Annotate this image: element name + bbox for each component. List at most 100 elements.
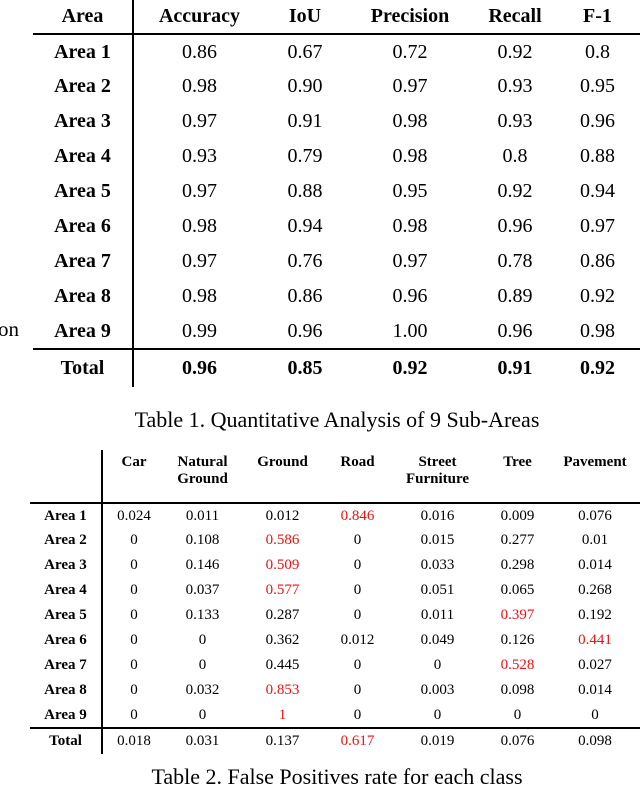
cell-value: 0.853: [265, 682, 300, 698]
cell-value: 0.96: [287, 319, 323, 342]
column-header-recall: Recall: [488, 5, 542, 27]
column-header-accuracy: Accuracy: [158, 5, 241, 27]
cell-value: 0: [130, 632, 138, 648]
table-row: Area 2 0 0.108 0.586 0 0.015 0.277 0.01: [30, 528, 640, 553]
cell-value: 0.88: [580, 145, 615, 167]
cell-value: 0.98: [182, 75, 217, 97]
cell-value: 0.003: [420, 682, 455, 698]
cell-value: 0.015: [420, 532, 455, 548]
cell-value: 0.019: [420, 733, 455, 749]
total-row: Total 0.018 0.031 0.137 0.617 0.019 0.076 0.098: [30, 728, 640, 754]
table-row: Area 5 0.97 0.88 0.95 0.92 0.94: [33, 174, 640, 209]
cell-value: 0.051: [420, 582, 455, 598]
cell-value: 0.528: [500, 657, 535, 673]
table-row: Area 9 0 0 1 0 0 0 0: [30, 703, 640, 728]
row-label: Area 8: [30, 678, 103, 703]
cell-value: 0.86: [287, 285, 323, 307]
table-row: Area 8 0.98 0.86 0.96 0.89 0.92: [33, 279, 640, 314]
row-label: Area 3: [33, 104, 134, 139]
cell-value: 0.97: [392, 250, 428, 272]
cell-value: 0.89: [497, 285, 533, 307]
cell-value: 0: [353, 682, 362, 698]
cell-value: 0.97: [182, 250, 217, 272]
false-positives-table: Car Natural Ground Ground Road Street Fu…: [30, 450, 640, 754]
table2-caption: Table 2. False Positives rate for each c…: [151, 764, 523, 789]
cell-value: 0.97: [580, 215, 615, 237]
column-header-natural-ground: Natural Ground: [177, 454, 228, 487]
table1-caption: Table 1. Quantitative Analysis of 9 Sub-…: [134, 407, 540, 432]
row-label: Area 5: [30, 603, 103, 628]
cell-value: 0.287: [265, 607, 300, 623]
cell-value: 0.012: [340, 632, 375, 648]
cell-value: 0.01: [581, 532, 609, 548]
cell-value: 0.96: [497, 215, 533, 237]
column-header-road: Road: [340, 454, 375, 470]
cell-value: 0.133: [185, 607, 220, 623]
cell-value: 0: [353, 706, 362, 723]
cell-value: 0.126: [500, 632, 535, 648]
cell-value: 0.93: [182, 145, 217, 167]
row-label: Area 8: [33, 279, 134, 314]
cell-value: 0.016: [420, 507, 455, 524]
cell-value: 0.014: [578, 682, 612, 698]
cell-value: 0: [130, 657, 138, 673]
row-label: Area 4: [33, 139, 134, 174]
column-header-iou: IoU: [288, 5, 322, 27]
table-row: Area 4 0 0.037 0.577 0 0.051 0.065 0.268: [30, 578, 640, 603]
cell-value: 0: [130, 607, 138, 623]
column-header-precision: Precision: [370, 5, 450, 27]
cell-value: 0.92: [497, 40, 533, 63]
row-label: Area 7: [33, 244, 134, 279]
cell-value: 0.91: [287, 110, 323, 132]
row-label: Area 2: [30, 528, 103, 553]
cell-value: 0.037: [185, 582, 220, 598]
cell-value: 0.445: [265, 657, 300, 673]
cell-value: 0.96: [392, 285, 428, 307]
cell-value: 0.018: [117, 733, 151, 749]
cell-value: 0.362: [265, 632, 300, 648]
cell-value: 0: [130, 557, 138, 573]
column-header-f1: F-1: [583, 5, 612, 27]
row-label: Area 2: [33, 69, 134, 104]
cell-value: 0.192: [578, 607, 612, 623]
table-row: Area 2 0.98 0.90 0.97 0.93 0.95: [33, 69, 640, 104]
cell-value: 0.011: [185, 507, 220, 524]
cell-value: 0.009: [500, 507, 535, 524]
table-row: Area 1 0.024 0.011 0.012 0.846 0.016 0.009 0.07…: [30, 503, 640, 528]
column-header-ground: Ground: [257, 454, 308, 470]
total-row: Total 0.96 0.85 0.92 0.91 0.92: [33, 349, 640, 387]
row-label: Area 6: [30, 628, 103, 653]
cell-value: 0.98: [182, 285, 217, 307]
cell-value: 0: [130, 532, 138, 548]
row-label: Area 1: [33, 34, 134, 69]
cell-value: 0.076: [578, 507, 612, 524]
cell-value: 0.033: [420, 557, 455, 573]
cell-value: 0.8: [502, 145, 528, 167]
cell-value: 0.99: [182, 319, 217, 342]
row-label: Area 7: [30, 653, 103, 678]
cell-value: 0.85: [287, 357, 323, 379]
cell-value: 0: [198, 657, 207, 673]
table-row: Area 7 0.97 0.76 0.97 0.78 0.86: [33, 244, 640, 279]
cell-value: 0.011: [420, 607, 455, 623]
metrics-table-body: Area 1 0.86 0.67 0.72 0.92 0.8 Area 2 0.98 0.90 0…: [33, 34, 640, 387]
cell-value: 0: [353, 657, 362, 673]
cell-value: 0.397: [500, 607, 535, 623]
cell-value: 0.98: [392, 110, 428, 132]
row-label: Total: [30, 728, 103, 754]
cell-value: 0.92: [580, 357, 615, 379]
cell-value: 0.8: [585, 40, 610, 63]
cell-value: 0: [433, 706, 442, 723]
table-row: Area 1 0.86 0.67 0.72 0.92 0.8: [33, 34, 640, 69]
cell-value: 0.93: [497, 110, 533, 132]
cell-value: 0.441: [578, 632, 612, 648]
cell-value: 0.049: [420, 632, 455, 648]
cell-value: 0.108: [185, 532, 220, 548]
cell-value: 0.277: [500, 532, 535, 548]
cell-value: 0.97: [392, 75, 428, 97]
cell-value: 0.98: [182, 215, 217, 237]
cell-value: 0.586: [265, 532, 300, 548]
cell-value: 0.86: [580, 250, 615, 272]
cell-value: 0.97: [182, 110, 217, 132]
cell-value: 0: [198, 632, 207, 648]
